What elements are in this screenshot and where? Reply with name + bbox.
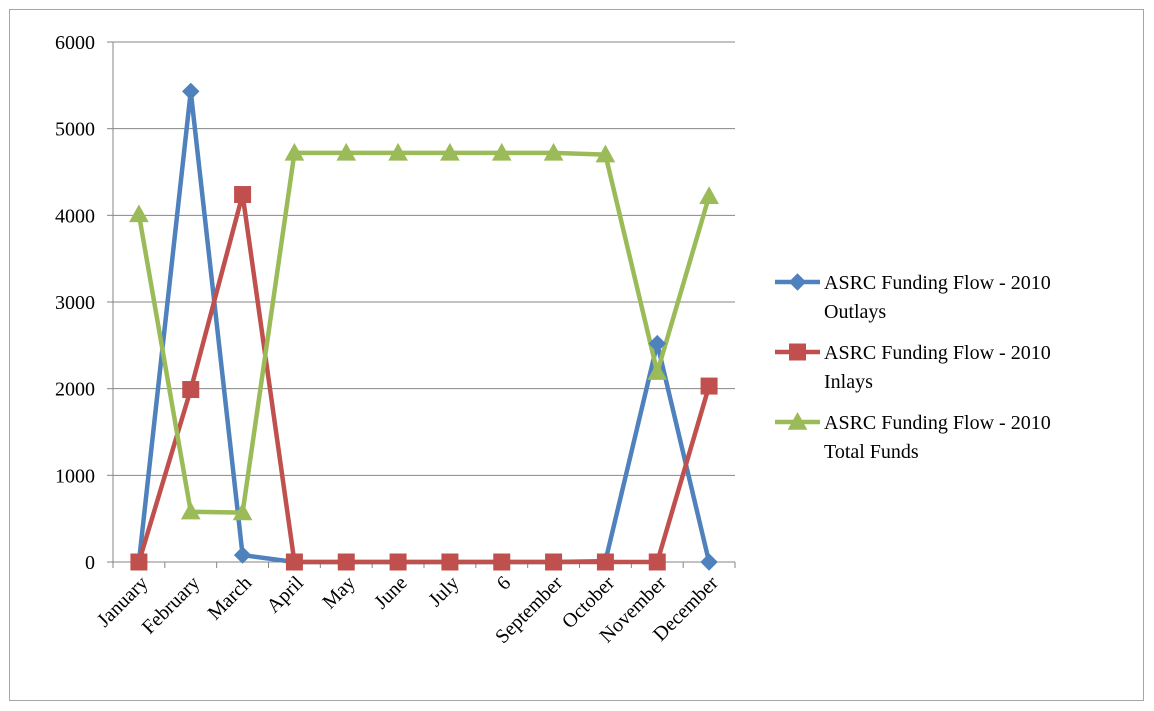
x-tick-label: April (263, 572, 309, 618)
series-2-point (493, 553, 511, 571)
legend-label: ASRC Funding Flow - 2010 (824, 272, 1051, 294)
series-line-3 (136, 150, 712, 515)
gridlines (113, 41, 735, 476)
series-3-point (180, 501, 201, 520)
legend-label: Inlays (824, 371, 873, 393)
series-3-point (129, 204, 149, 223)
series-2-point (285, 553, 303, 571)
series-3-point (284, 142, 305, 161)
series-3-point (440, 142, 460, 161)
series-1-point (700, 553, 718, 571)
series-1-point (648, 334, 666, 353)
legend-entry: ASRC Funding Flow - 2010 Outlays (775, 272, 1051, 323)
x-tick-label: February (138, 572, 205, 639)
series-2-point (130, 553, 148, 571)
y-tick-label: 3000 (55, 292, 95, 314)
x-tick-label: 6 (493, 572, 516, 595)
series-2-point (182, 381, 200, 399)
y-tick-label: 4000 (55, 205, 95, 227)
legend-label: Total Funds (824, 441, 919, 463)
series-3-point (647, 362, 668, 380)
legend-entry: ASRC Funding Flow - 2010 Inlays (775, 342, 1051, 393)
series-2-point (389, 553, 407, 571)
x-tick-label: May (318, 572, 359, 613)
y-tick-label: 6000 (55, 32, 95, 54)
legend-marker (789, 343, 806, 361)
series-3-point (336, 142, 357, 161)
y-tick-label: 1000 (55, 465, 95, 487)
series-3-point (491, 142, 512, 161)
series-3-point (543, 142, 564, 161)
legend-label: Outlays (824, 301, 886, 323)
legend-label: ASRC Funding Flow - 2010 (824, 342, 1051, 364)
series-3-point (595, 144, 616, 163)
x-tick-label: July (424, 572, 463, 611)
legend-marker (788, 273, 807, 291)
series-2-point (700, 377, 718, 395)
series-1-point (182, 82, 200, 101)
series-3-point (699, 186, 719, 204)
series-2-point (596, 553, 614, 571)
series-2-point (545, 553, 563, 571)
series-2-point (337, 553, 355, 571)
series-line-2 (136, 192, 712, 565)
legend-marker (787, 411, 808, 430)
series-3-point (232, 502, 253, 521)
series-line-1 (136, 89, 712, 565)
y-tick-label: 0 (85, 552, 95, 574)
legend-label: ASRC Funding Flow - 2010 (824, 412, 1051, 434)
markers (129, 82, 719, 571)
series-lines (136, 89, 712, 565)
series-2-point (648, 553, 666, 571)
series-2-point (441, 553, 459, 571)
series-2-point (234, 186, 252, 204)
series-1-point (233, 546, 252, 564)
y-axis-tick-labels: 0 1000 2000 3000 4000 5000 6000 (55, 32, 95, 574)
x-tick-label: June (370, 572, 412, 614)
y-tick-label: 2000 (55, 379, 95, 401)
series-3-point (388, 142, 408, 161)
y-tick-label: 5000 (55, 119, 95, 141)
legend-entry: ASRC Funding Flow - 2010 Total Funds (775, 411, 1051, 463)
x-tick-label: March (204, 572, 256, 624)
